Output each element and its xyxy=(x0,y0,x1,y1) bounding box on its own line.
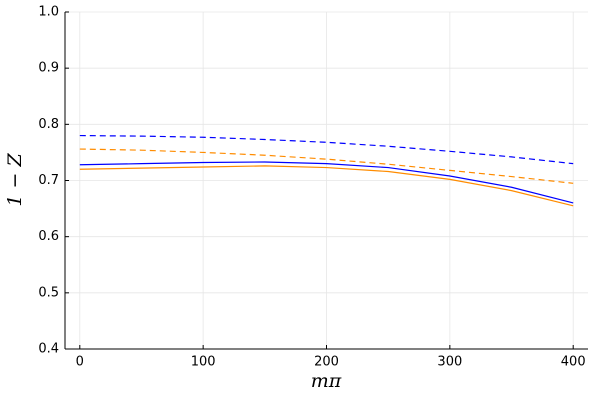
x-axis-label: mπ xyxy=(311,370,342,392)
series-line xyxy=(79,134,574,165)
x-tick-label: 0 xyxy=(76,355,84,370)
series-line xyxy=(79,161,574,204)
y-axis-label: 1 − Z xyxy=(4,153,26,207)
y-tick-label: 0.7 xyxy=(38,173,59,188)
y-tick-label: 0.6 xyxy=(38,229,59,244)
x-tick-label: 200 xyxy=(314,355,339,370)
series-line xyxy=(79,165,574,207)
x-tick-label: 300 xyxy=(437,355,462,370)
y-tick-label: 0.9 xyxy=(38,61,59,76)
series-line xyxy=(79,148,574,184)
y-tick-label: 1.0 xyxy=(38,5,59,20)
y-tick-label: 0.5 xyxy=(38,285,59,300)
y-tick-label: 0.8 xyxy=(38,117,59,132)
y-tick-label: 0.4 xyxy=(38,342,59,357)
x-tick-label: 400 xyxy=(561,355,586,370)
x-tick-label: 100 xyxy=(191,355,216,370)
